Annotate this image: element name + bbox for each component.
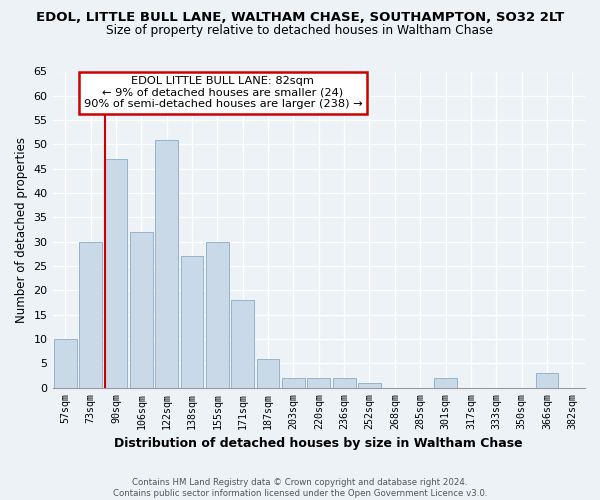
Bar <box>231 300 254 388</box>
Bar <box>181 256 203 388</box>
Bar <box>79 242 102 388</box>
Bar <box>104 159 127 388</box>
Bar <box>282 378 305 388</box>
Bar <box>54 339 77 388</box>
Bar <box>434 378 457 388</box>
Text: Contains HM Land Registry data © Crown copyright and database right 2024.
Contai: Contains HM Land Registry data © Crown c… <box>113 478 487 498</box>
Y-axis label: Number of detached properties: Number of detached properties <box>15 136 28 322</box>
Bar <box>358 383 381 388</box>
Bar <box>155 140 178 388</box>
Text: Size of property relative to detached houses in Waltham Chase: Size of property relative to detached ho… <box>107 24 493 37</box>
Bar <box>307 378 330 388</box>
Text: EDOL, LITTLE BULL LANE, WALTHAM CHASE, SOUTHAMPTON, SO32 2LT: EDOL, LITTLE BULL LANE, WALTHAM CHASE, S… <box>36 11 564 24</box>
Bar <box>206 242 229 388</box>
Text: EDOL LITTLE BULL LANE: 82sqm
← 9% of detached houses are smaller (24)
90% of sem: EDOL LITTLE BULL LANE: 82sqm ← 9% of det… <box>83 76 362 110</box>
Bar <box>333 378 356 388</box>
X-axis label: Distribution of detached houses by size in Waltham Chase: Distribution of detached houses by size … <box>115 437 523 450</box>
Bar <box>257 358 280 388</box>
Bar <box>130 232 152 388</box>
Bar <box>536 373 559 388</box>
